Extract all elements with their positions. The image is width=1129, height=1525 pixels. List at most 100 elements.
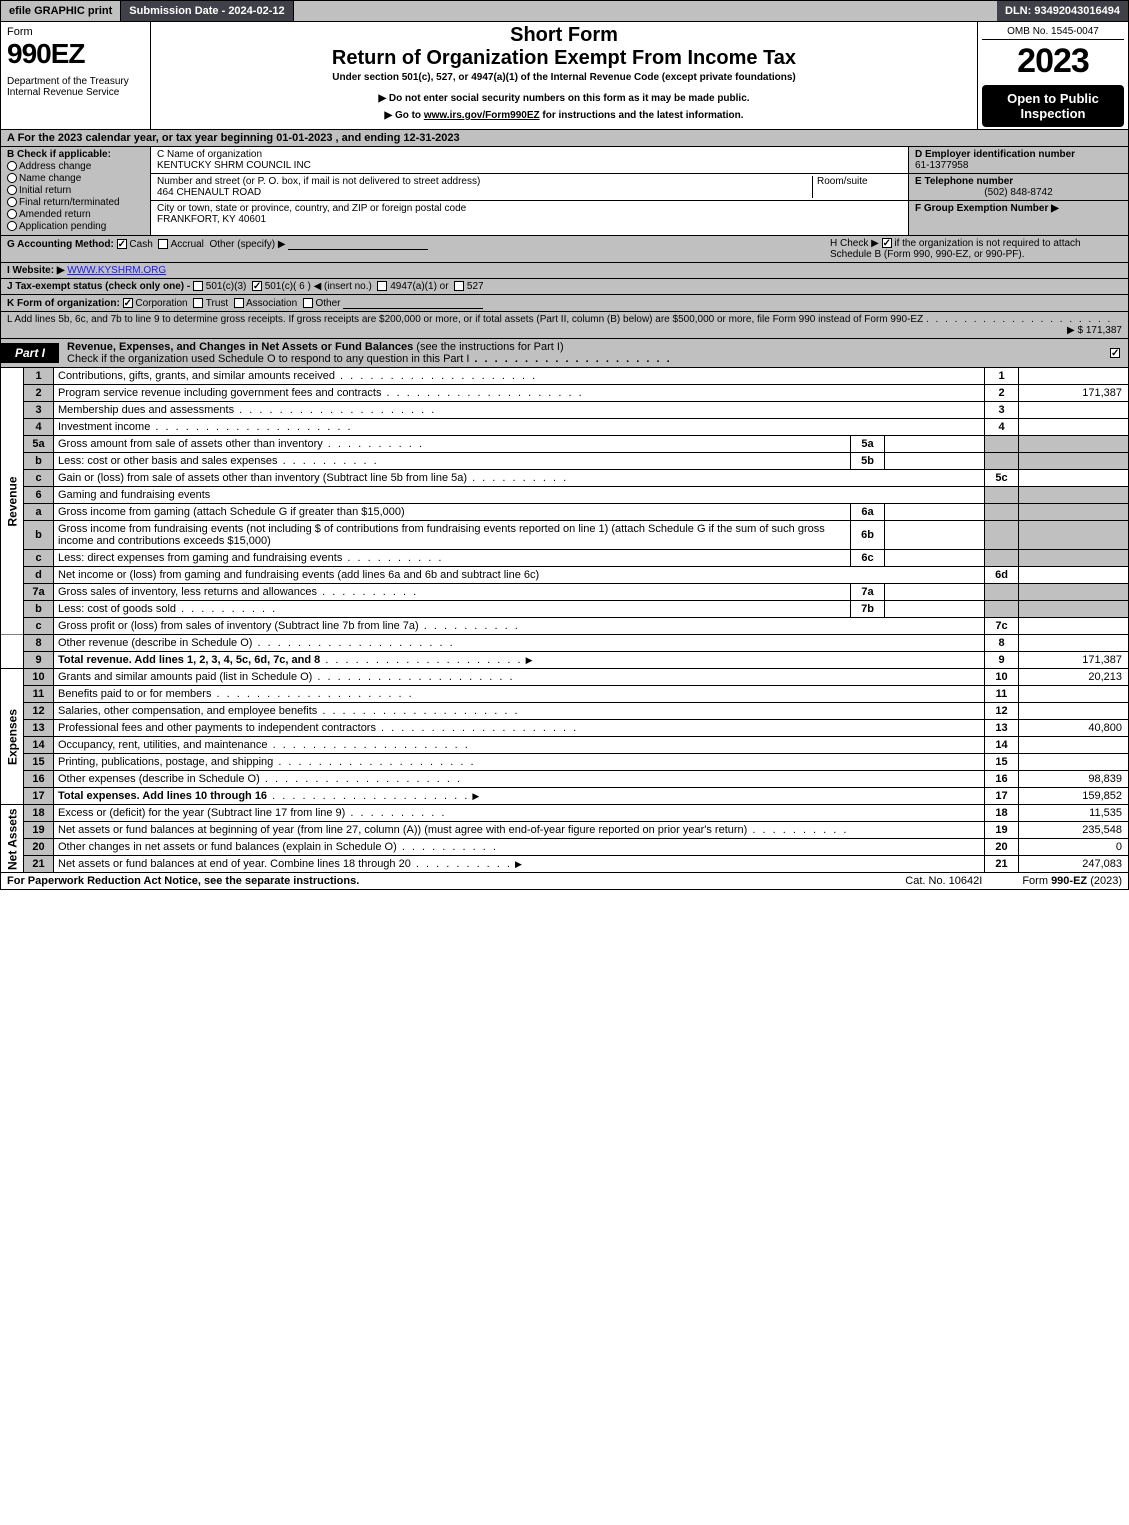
line-desc: Other changes in net assets or fund bala… bbox=[54, 839, 985, 856]
line-desc: Less: direct expenses from gaming and fu… bbox=[54, 550, 851, 567]
line-num: 13 bbox=[24, 720, 54, 737]
dots bbox=[335, 370, 537, 382]
line-num: 18 bbox=[24, 805, 54, 822]
line-num: 11 bbox=[24, 686, 54, 703]
line-desc: Gaming and fundraising events bbox=[54, 487, 985, 504]
org-city: FRANKFORT, KY 40601 bbox=[157, 214, 902, 225]
checkbox-corp[interactable] bbox=[123, 298, 133, 308]
dots bbox=[323, 438, 424, 450]
checkbox-4947[interactable] bbox=[377, 281, 387, 291]
checkbox-h[interactable] bbox=[882, 238, 892, 248]
line-rn: 21 bbox=[985, 856, 1019, 873]
dots bbox=[345, 807, 446, 819]
grey-cell bbox=[985, 550, 1019, 567]
room-suite-label: Room/suite bbox=[812, 176, 902, 198]
dots bbox=[376, 722, 578, 734]
dots bbox=[273, 756, 475, 768]
line-val bbox=[1019, 703, 1129, 720]
arrow-icon bbox=[515, 858, 522, 870]
dots bbox=[150, 421, 352, 433]
k-o2: Trust bbox=[206, 298, 228, 309]
dots bbox=[317, 586, 418, 598]
chk-label: Amended return bbox=[19, 209, 91, 220]
c-street-label: Number and street (or P. O. box, if mail… bbox=[157, 176, 812, 187]
goto-post: for instructions and the latest informat… bbox=[540, 110, 744, 121]
lines-table: Revenue 1 Contributions, gifts, grants, … bbox=[0, 368, 1129, 873]
grey-cell bbox=[985, 521, 1019, 550]
subtitle-text: Under section 501(c), 527, or 4947(a)(1)… bbox=[157, 72, 971, 83]
line-val: 20,213 bbox=[1019, 669, 1129, 686]
line-num: 3 bbox=[24, 402, 54, 419]
line-desc: Gross amount from sale of assets other t… bbox=[54, 436, 851, 453]
chk-label: Initial return bbox=[19, 185, 71, 196]
line-desc: Contributions, gifts, grants, and simila… bbox=[54, 368, 985, 385]
line-val bbox=[1019, 737, 1129, 754]
checkbox-schedule-o[interactable] bbox=[1110, 348, 1120, 358]
grey-cell bbox=[985, 601, 1019, 618]
e-label: E Telephone number bbox=[915, 176, 1013, 187]
i-label: I Website: ▶ bbox=[7, 265, 65, 276]
line-desc: Printing, publications, postage, and shi… bbox=[54, 754, 985, 771]
e-telephone: E Telephone number (502) 848-8742 bbox=[909, 174, 1128, 201]
part-i-check bbox=[1102, 347, 1128, 359]
f-group-exemption: F Group Exemption Number ▶ bbox=[909, 201, 1128, 216]
chk-initial-return: Initial return bbox=[7, 185, 144, 196]
grey-cell bbox=[1019, 436, 1129, 453]
c-city-label: City or town, state or province, country… bbox=[157, 203, 902, 214]
checkbox-icon[interactable] bbox=[7, 185, 17, 195]
footer-center: Cat. No. 10642I bbox=[865, 875, 1022, 887]
ein-value: 61-1377958 bbox=[915, 160, 968, 171]
website-value[interactable]: WWW.KYSHRM.ORG bbox=[67, 265, 166, 276]
cash-label: Cash bbox=[129, 239, 152, 250]
line-num: 9 bbox=[24, 652, 54, 669]
part-i-title-light: (see the instructions for Part I) bbox=[416, 341, 563, 353]
chk-application-pending: Application pending bbox=[7, 221, 144, 232]
checkbox-527[interactable] bbox=[454, 281, 464, 291]
grey-cell bbox=[985, 487, 1019, 504]
efile-print[interactable]: efile GRAPHIC print bbox=[1, 1, 121, 21]
row-k: K Form of organization: Corporation Trus… bbox=[0, 295, 1129, 312]
checkbox-icon[interactable] bbox=[7, 197, 17, 207]
c-city-row: City or town, state or province, country… bbox=[151, 201, 908, 227]
footer-right: Form 990-EZ (2023) bbox=[1022, 875, 1122, 887]
checkbox-icon[interactable] bbox=[7, 209, 17, 219]
c-name-row: C Name of organization KENTUCKY SHRM COU… bbox=[151, 147, 908, 174]
line-desc: Gross sales of inventory, less returns a… bbox=[54, 584, 851, 601]
tax-year: 2023 bbox=[982, 40, 1124, 83]
dots bbox=[419, 620, 520, 632]
checkbox-icon[interactable] bbox=[7, 161, 17, 171]
dots bbox=[312, 671, 514, 683]
checkbox-icon[interactable] bbox=[7, 173, 17, 183]
form-header: Form 990EZ Department of the Treasury In… bbox=[0, 22, 1129, 130]
d-label: D Employer identification number bbox=[915, 149, 1075, 160]
grey-cell bbox=[1019, 521, 1129, 550]
checkbox-icon[interactable] bbox=[7, 221, 17, 231]
line-desc: Less: cost of goods sold bbox=[54, 601, 851, 618]
checkbox-other-org[interactable] bbox=[303, 298, 313, 308]
sub-val bbox=[885, 436, 985, 453]
do-not-enter: ▶ Do not enter social security numbers o… bbox=[157, 93, 971, 104]
part-i-title-bold: Revenue, Expenses, and Changes in Net As… bbox=[67, 341, 416, 353]
chk-label: Application pending bbox=[19, 221, 106, 232]
checkbox-501c[interactable] bbox=[252, 281, 262, 291]
line-num: 21 bbox=[24, 856, 54, 873]
checkbox-accrual[interactable] bbox=[158, 239, 168, 249]
top-bar: efile GRAPHIC print Submission Date - 20… bbox=[0, 0, 1129, 22]
checkbox-assoc[interactable] bbox=[234, 298, 244, 308]
line-val: 98,839 bbox=[1019, 771, 1129, 788]
line-rn: 1 bbox=[985, 368, 1019, 385]
line-num: a bbox=[24, 504, 54, 521]
org-name: KENTUCKY SHRM COUNCIL INC bbox=[157, 160, 902, 171]
checkbox-501c3[interactable] bbox=[193, 281, 203, 291]
line-num: b bbox=[24, 453, 54, 470]
section-b: B Check if applicable: Address change Na… bbox=[1, 147, 151, 235]
line-num: 7a bbox=[24, 584, 54, 601]
block-bcdef: B Check if applicable: Address change Na… bbox=[0, 147, 1129, 236]
irs-link[interactable]: www.irs.gov/Form990EZ bbox=[424, 110, 540, 121]
part-i-title: Revenue, Expenses, and Changes in Net As… bbox=[59, 339, 1102, 367]
checkbox-trust[interactable] bbox=[193, 298, 203, 308]
line-num: 6 bbox=[24, 487, 54, 504]
line-rn: 14 bbox=[985, 737, 1019, 754]
line-rn: 17 bbox=[985, 788, 1019, 805]
checkbox-cash[interactable] bbox=[117, 239, 127, 249]
